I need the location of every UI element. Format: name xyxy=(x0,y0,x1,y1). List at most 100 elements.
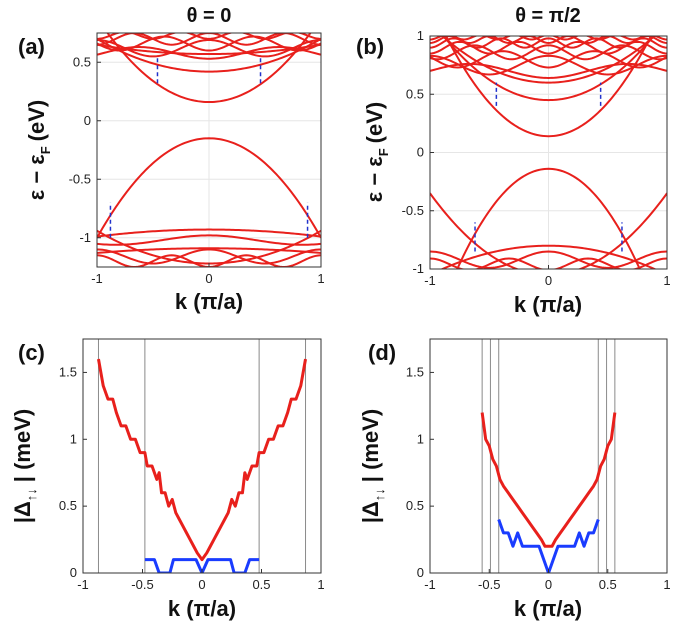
panel-b-ylabel: ε − εF (eV) xyxy=(362,102,391,202)
panel-b-ylabel-sub: F xyxy=(376,148,391,156)
panel-a-band-conduction-min xyxy=(106,33,312,104)
panel-a-ylabel-sub: F xyxy=(38,146,53,154)
panel-a-ytick-label-1: 0 xyxy=(84,113,91,128)
panel-a-ytick-label-2: -0.5 xyxy=(69,171,91,186)
panel-a-xtick-label-2: 1 xyxy=(317,271,324,286)
panel-d-xtick-label-2: 0 xyxy=(545,577,552,592)
panel-b: θ = π/2 (b) -1 0 1 1 0.5 0 -0.5 -1 k (π/a) ε − … xyxy=(356,5,671,317)
panel-b-xtick-label-2: 1 xyxy=(663,273,670,288)
panel-a-title: θ = 0 xyxy=(187,5,232,27)
panel-a-xtick-label-0: -1 xyxy=(91,271,103,286)
panel-c-xtick-label-2: 0 xyxy=(198,577,205,592)
panel-c-ytick-label-3: 1.5 xyxy=(59,364,77,379)
panel-a-ticks: -1 0 1 0.5 0 -0.5 -1 xyxy=(69,54,325,286)
panel-c-xtick-label-0: -1 xyxy=(77,577,89,592)
panel-b-band-valence-max xyxy=(456,167,641,269)
panel-d-ytick-label-0: 0 xyxy=(417,565,424,580)
panel-a-ylabel-main: ε − ε xyxy=(24,154,49,201)
panel-b-xtick-label-0: -1 xyxy=(424,273,436,288)
panel-d-xlabel: k (π/a) xyxy=(514,596,582,621)
panel-a-ytick-label-3: -1 xyxy=(79,230,91,245)
panel-b-xtick-label-1: 0 xyxy=(545,273,552,288)
panel-a: θ = 0 (a) -1 0 1 0.5 0 -0.5 -1 k (π/a) ε − εF (… xyxy=(18,5,325,314)
panel-b-grid xyxy=(430,36,667,269)
panel-c-ylabel-sub: ↑↓ xyxy=(24,488,39,501)
panel-d-ylabel: |Δ↑↓ | (meV) xyxy=(358,409,387,523)
panel-c-ylabel-unit: | (meV) xyxy=(10,409,35,482)
panel-c-frame xyxy=(82,338,322,574)
panel-b-ylabel-main: ε − ε xyxy=(362,156,387,203)
panel-c-label: (c) xyxy=(18,340,45,365)
panel-b-band-upper-cos-7 xyxy=(430,62,667,79)
panel-c-ytick-label-1: 0.5 xyxy=(59,498,77,513)
panel-b-ytick-label-3: -0.5 xyxy=(402,203,424,218)
panel-c: (c) -1 -0.5 0 0.5 1 0 0.5 1 1.5 k (π/a) |Δ↑↓ | (m… xyxy=(10,338,325,621)
panel-c-xlabel: k (π/a) xyxy=(168,596,236,621)
panel-d-ytick-label-2: 1 xyxy=(417,431,424,446)
panel-a-band-lower-cos-1 xyxy=(97,248,321,265)
panel-c-xtick-label-1: -0.5 xyxy=(131,577,153,592)
panel-a-band-lower-cos-3 xyxy=(97,234,321,246)
panel-a-band-upper-cos-1 xyxy=(97,39,321,58)
panel-c-xtick-label-3: 0.5 xyxy=(252,577,270,592)
panel-b-ticks: -1 0 1 1 0.5 0 -0.5 -1 xyxy=(402,28,671,288)
panel-b-ytick-label-2: 0 xyxy=(417,145,424,160)
panel-d-xtick-label-0: -1 xyxy=(424,577,436,592)
panel-b-band-upper-cos-5 xyxy=(430,37,667,49)
panel-b-band-conduction-min xyxy=(444,36,653,138)
panel-a-band-upper-flat-1 xyxy=(97,43,321,56)
panel-a-xlabel: k (π/a) xyxy=(175,289,243,314)
panel-b-band-lower-arc-2 xyxy=(430,192,667,269)
panel-b-band-lower-cos-1 xyxy=(430,250,667,269)
panel-d-ticks: -1 -0.5 0 0.5 1 0 0.5 1 1.5 xyxy=(406,364,671,592)
panel-a-band-lower-flat-1 xyxy=(97,228,321,238)
panel-c-xtick-label-4: 1 xyxy=(317,577,324,592)
panel-c-ytick-label-2: 1 xyxy=(70,431,77,446)
panel-d-label: (d) xyxy=(368,340,396,365)
panel-b-ylabel-unit: (eV) xyxy=(362,102,387,144)
panel-c-plot xyxy=(96,339,308,573)
panel-b-band-upper-cos-8 xyxy=(430,36,667,41)
panel-b-ytick-label-4: -1 xyxy=(412,261,424,276)
panel-c-series-red xyxy=(96,358,308,562)
panel-d: (d) -1 -0.5 0 0.5 1 0 0.5 1 1.5 k (π/a) |Δ↑↓ | (m… xyxy=(358,338,671,621)
panel-c-ytick-label-0: 0 xyxy=(70,565,77,580)
panel-d-ylabel-unit: | (meV) xyxy=(358,409,383,482)
panel-b-label: (b) xyxy=(356,34,384,59)
panel-b-plot xyxy=(430,36,667,269)
panel-b-band-upper-cos-6 xyxy=(430,36,667,44)
panel-b-ytick-label-1: 0.5 xyxy=(406,86,424,101)
panel-b-band-upper-cos-1 xyxy=(430,54,667,76)
panel-c-ticks: -1 -0.5 0 0.5 1 0 0.5 1 1.5 xyxy=(59,364,325,592)
panel-a-ylabel: ε − εF (eV) xyxy=(24,100,53,200)
panel-d-series-red xyxy=(480,412,617,548)
panel-d-xtick-label-3: 0.5 xyxy=(599,577,617,592)
panel-d-xtick-label-1: -0.5 xyxy=(478,577,500,592)
panel-d-ylabel-sub: ↑↓ xyxy=(372,488,387,501)
panel-d-ylabel-main: |Δ xyxy=(358,501,383,523)
panel-b-band-lower-arc-1 xyxy=(440,244,657,269)
panel-c-ylabel: |Δ↑↓ | (meV) xyxy=(10,409,39,523)
panel-a-band-lower-flat-2 xyxy=(97,247,321,254)
panel-a-label: (a) xyxy=(18,34,45,59)
panel-b-xlabel: k (π/a) xyxy=(514,292,582,317)
panel-d-ytick-label-3: 1.5 xyxy=(406,364,424,379)
panel-a-band-upper-cos-4 xyxy=(97,46,321,60)
panel-a-ytick-label-0: 0.5 xyxy=(73,54,91,69)
panel-a-ylabel-unit: (eV) xyxy=(24,100,49,142)
panel-a-band-upper-cos-5 xyxy=(97,33,321,40)
panel-d-frame xyxy=(429,338,668,574)
panel-d-series-blue xyxy=(497,519,600,573)
panel-b-band-upper-arc-2 xyxy=(440,36,657,84)
panel-b-title: θ = π/2 xyxy=(515,5,581,27)
panel-d-xtick-label-4: 1 xyxy=(663,577,670,592)
panel-b-ytick-label-0: 1 xyxy=(417,28,424,43)
panel-a-grid xyxy=(97,33,321,267)
panel-c-ylabel-main: |Δ xyxy=(10,501,35,523)
panel-d-plot xyxy=(480,339,617,573)
panel-a-xtick-label-1: 0 xyxy=(205,271,212,286)
panel-d-ytick-label-1: 0.5 xyxy=(406,498,424,513)
panel-a-band-upper-arc-1 xyxy=(97,37,321,73)
